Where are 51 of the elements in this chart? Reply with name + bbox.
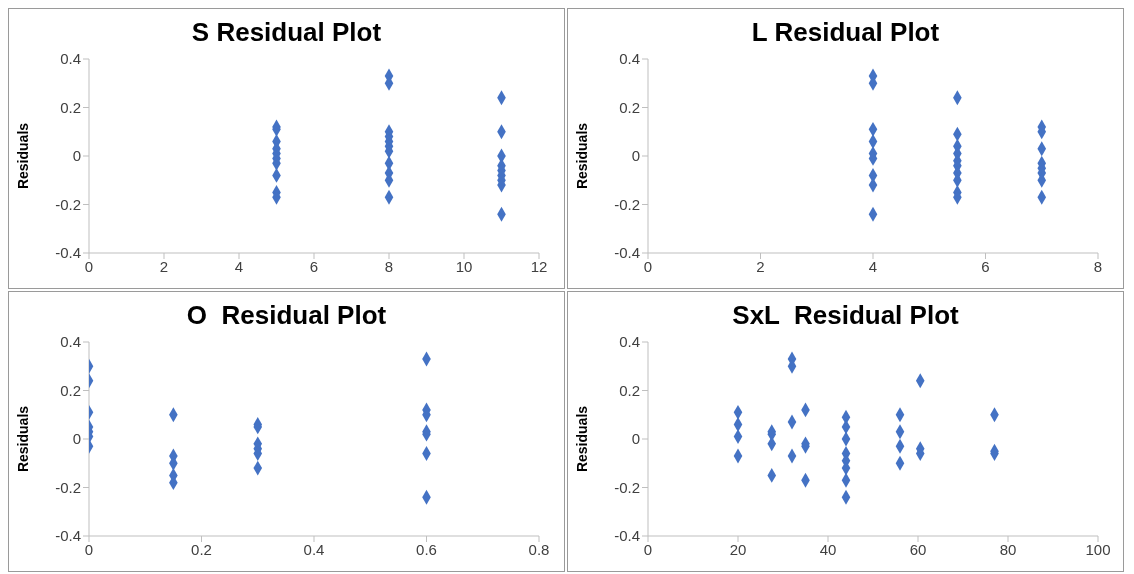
y-tick-label: 0 <box>631 430 640 448</box>
x-tick-label: 0.8 <box>528 540 550 558</box>
y-tick-label: 0.2 <box>60 381 81 399</box>
x-tick-label: 100 <box>1085 540 1111 558</box>
chart-title: O Residual Plot <box>185 300 388 332</box>
y-tick-label: -0.2 <box>614 195 640 213</box>
y-axis-title: Residuals <box>14 405 31 473</box>
y-axis-title: Residuals <box>573 405 590 473</box>
y-tick-label: 0.4 <box>619 50 640 68</box>
x-tick-label: 4 <box>868 257 878 275</box>
y-tick-label: 0 <box>72 430 81 448</box>
chart-title: L Residual Plot <box>750 17 941 49</box>
x-tick-label: 0.6 <box>416 540 437 558</box>
y-tick-label: -0.2 <box>614 478 640 496</box>
y-tick-label: 0.2 <box>619 98 640 116</box>
y-tick-label: 0.4 <box>60 333 81 351</box>
x-tick-label: 60 <box>909 540 927 558</box>
y-tick-label: 0.2 <box>60 98 81 116</box>
chart-title: S Residual Plot <box>190 17 383 49</box>
y-tick-label: 0.4 <box>60 50 81 68</box>
x-tick-label: 8 <box>384 257 394 275</box>
y-axis-title: Residuals <box>573 122 590 190</box>
x-tick-label: 6 <box>309 257 319 275</box>
y-tick-label: -0.4 <box>614 527 640 545</box>
x-tick-label: 80 <box>999 540 1017 558</box>
y-tick-label: 0.4 <box>619 333 640 351</box>
x-tick-label: 0.2 <box>191 540 212 558</box>
x-tick-label: 2 <box>756 257 765 275</box>
y-axis-title: Residuals <box>14 122 31 190</box>
x-tick-label: 10 <box>455 257 473 275</box>
y-tick-label: -0.4 <box>614 244 640 262</box>
x-tick-label: 20 <box>729 540 747 558</box>
x-tick-label: 0 <box>643 257 653 275</box>
chart-title: SxL Residual Plot <box>731 300 960 332</box>
y-tick-label: 0 <box>72 147 81 165</box>
y-tick-label: 0.2 <box>619 381 640 399</box>
x-tick-label: 12 <box>530 257 548 275</box>
y-tick-label: -0.2 <box>55 195 81 213</box>
x-tick-label: 6 <box>981 257 990 275</box>
x-tick-label: 8 <box>1093 257 1103 275</box>
x-tick-label: 0.4 <box>303 540 325 558</box>
x-tick-label: 2 <box>159 257 169 275</box>
x-tick-label: 0 <box>84 257 94 275</box>
x-tick-label: 40 <box>819 540 837 558</box>
x-tick-label: 0 <box>84 540 94 558</box>
y-tick-label: -0.4 <box>55 527 81 545</box>
y-tick-label: -0.4 <box>55 244 81 262</box>
y-tick-label: 0 <box>631 147 640 165</box>
x-tick-label: 0 <box>643 540 653 558</box>
x-tick-label: 4 <box>234 257 244 275</box>
y-tick-label: -0.2 <box>55 478 81 496</box>
